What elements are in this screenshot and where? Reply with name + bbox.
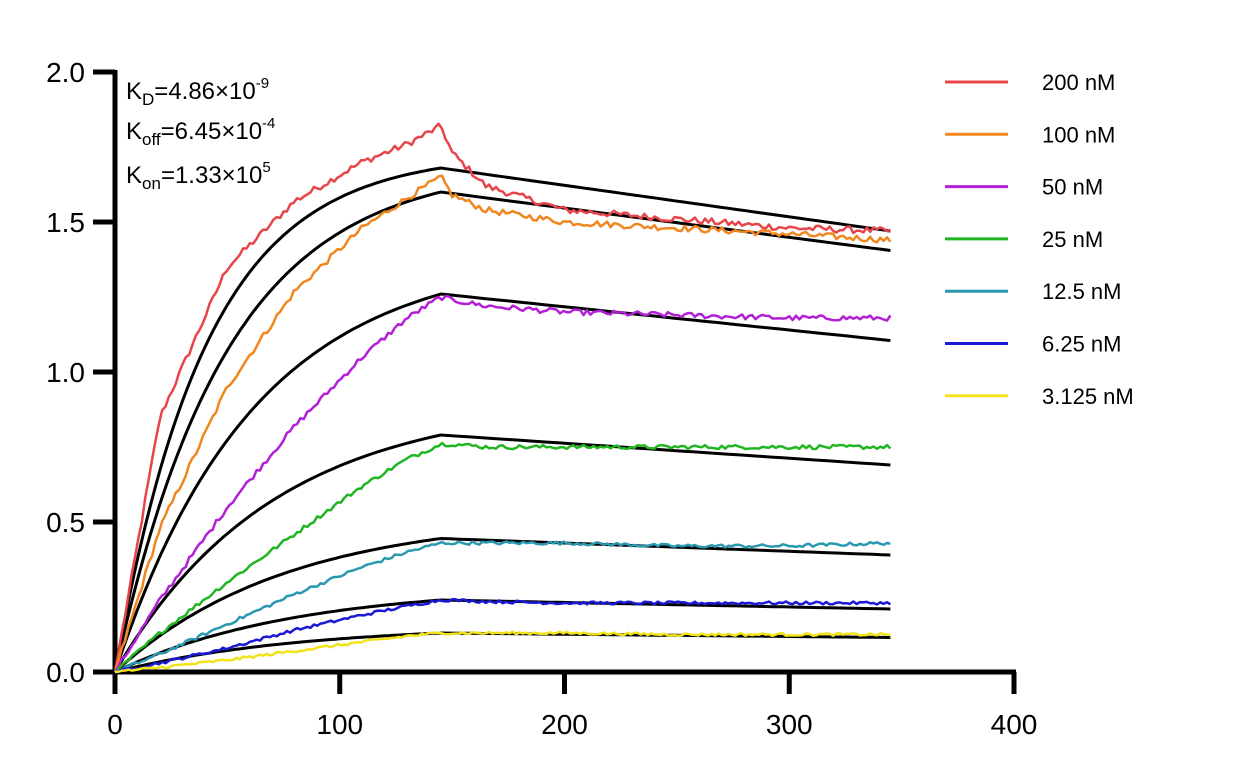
series-line-50-nm [113, 294, 892, 673]
kinetic-annotations: KD=4.86×10-9 Koff=6.45×10-4 Kon=1.33×105 [126, 75, 275, 193]
x-tick-label: 0 [107, 709, 123, 740]
y-tick-label: 2.0 [46, 57, 85, 88]
legend-label: 3.125 nM [1042, 384, 1134, 409]
fit-curve-5 [114, 598, 891, 674]
legend-label: 6.25 nM [1042, 332, 1122, 357]
koff-annotation: Koff=6.45×10-4 [126, 115, 275, 149]
legend-label: 200 nM [1042, 70, 1115, 95]
x-tick-label: 100 [316, 709, 363, 740]
series-line-25-nm [114, 441, 892, 673]
legend: 200 nM 100 nM 50 nM 25 nM 12.5 nM 6.25 nM 3.12… [945, 70, 1134, 409]
series-line-200-nm [113, 122, 891, 673]
fit-curve-2 [113, 292, 891, 673]
kon-annotation: Kon=1.33×105 [126, 159, 271, 193]
y-tick-label: 0.5 [46, 507, 85, 538]
legend-label: 100 nM [1042, 122, 1115, 147]
series-line-100-nm [113, 174, 892, 673]
y-tick-label: 1.5 [46, 207, 85, 238]
series-line-12-5-nm [114, 540, 891, 674]
fit-curve-6 [114, 631, 891, 674]
fit-curve-0 [113, 166, 891, 673]
fit-curve-3 [113, 433, 891, 673]
legend-label: 25 nM [1042, 227, 1103, 252]
x-tick-label: 300 [766, 709, 813, 740]
data-series [113, 122, 892, 674]
legend-label: 12.5 nM [1042, 279, 1122, 304]
series-line-6-25-nm [114, 597, 892, 674]
x-tick-label: 200 [541, 709, 588, 740]
fit-curves [113, 166, 891, 674]
y-tick-label: 0.0 [46, 657, 85, 688]
x-tick-label: 400 [991, 709, 1038, 740]
legend-label: 50 nM [1042, 175, 1103, 200]
kd-annotation: KD=4.86×10-9 [126, 75, 269, 109]
fit-curve-1 [113, 190, 891, 673]
y-tick-label: 1.0 [46, 357, 85, 388]
axes: 0.0 0.5 1.0 1.5 2.0 0 100 200 300 400 [46, 57, 1037, 740]
series-line-3-125-nm [114, 630, 891, 674]
